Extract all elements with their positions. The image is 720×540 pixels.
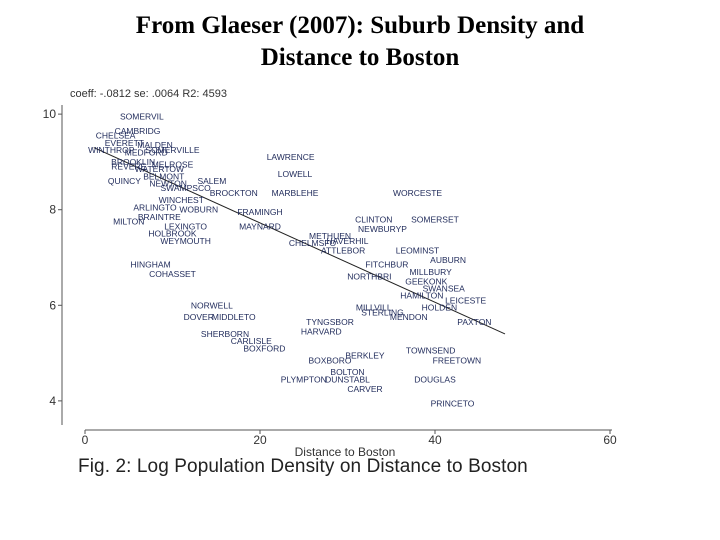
- data-point-label: MILTON: [113, 217, 144, 227]
- slide-title-line-2: Distance to Boston: [260, 44, 460, 71]
- figure-caption: Fig. 2: Log Population Density on Distan…: [78, 456, 528, 477]
- data-point-label: HARVARD: [301, 327, 342, 337]
- data-point-label: TOWNSEND: [406, 346, 455, 356]
- data-point-label: PAXTON: [457, 317, 491, 327]
- axes: 4 6 8 10 0 20 40 60: [43, 105, 617, 447]
- data-point-label: ATTLEBOR: [321, 245, 365, 255]
- data-point-label: MEDFORD: [125, 147, 168, 157]
- data-point-label: ARLINGTO: [133, 202, 177, 212]
- data-point-label: WOBURN: [179, 205, 218, 215]
- data-point-label: MIDDLETO: [212, 312, 256, 322]
- fit-line: [93, 147, 506, 335]
- data-point-label: TYNGSBOR: [306, 317, 354, 327]
- data-point-label: MELROSE: [152, 159, 194, 169]
- data-point-label: CHELSEA: [96, 131, 136, 141]
- data-point-label: PRINCETO: [431, 398, 475, 408]
- data-point-label: CAMBRIDG: [115, 126, 161, 136]
- data-point-label: HOLBROOK: [148, 229, 197, 239]
- x-tick-label: 20: [253, 433, 267, 447]
- slide-title-line-1: From Glaeser (2007): Suburb Density and: [135, 12, 585, 39]
- data-point-label: WORCESTE: [393, 188, 442, 198]
- data-point-label: FITCHBUR: [365, 260, 408, 270]
- data-point-label: BELMONT: [143, 171, 184, 181]
- data-point-label: STERLING: [361, 307, 404, 317]
- data-point-label: LAWRENCE: [267, 152, 315, 162]
- data-point-label: SOMERVILLE: [145, 145, 200, 155]
- data-point-label: LEICESTE: [445, 296, 486, 306]
- x-tick-label: 40: [428, 433, 442, 447]
- data-point-label: MARBLEHE: [272, 188, 319, 198]
- data-point-label: CARLISLE: [231, 336, 272, 346]
- data-point-label: BOXBORO: [309, 355, 352, 365]
- data-point-label: MILLBURY: [409, 267, 452, 277]
- data-point-label: BOLTON: [330, 367, 364, 377]
- data-point-label: SOMERSET: [411, 214, 459, 224]
- data-point-label: WINCHEST: [159, 195, 204, 205]
- data-point-label: NEWBURYP: [358, 224, 407, 234]
- data-point-label: BERKLEY: [345, 350, 385, 360]
- data-point-label: COHASSET: [149, 269, 196, 279]
- data-point-label: WATERTOW: [135, 164, 184, 174]
- data-point-label: METHUEN: [309, 231, 351, 241]
- y-tick-label: 10: [43, 107, 57, 121]
- y-tick-label: 6: [49, 298, 56, 312]
- x-tick-label: 60: [603, 433, 617, 447]
- data-point-label: MAYNARD: [239, 221, 281, 231]
- data-point-label: CHELMSFO: [289, 238, 337, 248]
- data-point-label: QUINCY: [108, 176, 141, 186]
- data-point-label: DOUGLAS: [414, 374, 456, 384]
- y-tick-label: 4: [49, 394, 56, 408]
- x-tick-label: 0: [82, 433, 89, 447]
- data-point-label: HOLDEN: [422, 303, 457, 313]
- data-point-label: NEWTON: [149, 178, 187, 188]
- data-point-label: BROCKTON: [210, 188, 258, 198]
- y-tick-label: 8: [49, 203, 56, 217]
- data-point-label: NORWELL: [191, 300, 233, 310]
- data-point-label: WEYMOUTH: [160, 236, 211, 246]
- data-point-label: REVERE: [111, 162, 146, 172]
- data-point-label: SWAMPSCO: [161, 183, 212, 193]
- data-point-label: BOXFORD: [243, 343, 285, 353]
- x-axis-label: Distance to Boston: [295, 445, 396, 459]
- slide-title: From Glaeser (2007): Suburb Density and …: [20, 10, 700, 74]
- data-point-label: LEXINGTO: [164, 221, 207, 231]
- data-point-label: GEEKONK: [405, 276, 447, 286]
- data-point-label: HINGHAM: [131, 260, 171, 270]
- data-point-label: CARVER: [347, 384, 382, 394]
- data-point-label: EVERETT: [105, 138, 144, 148]
- data-point-label: PLYMPTON: [281, 374, 327, 384]
- data-point-label: SWANSEA: [423, 284, 466, 294]
- data-point-label: LOWELL: [278, 169, 313, 179]
- data-point-label: BROOKLIN: [111, 157, 155, 167]
- data-point-label: WINTHROP: [88, 145, 135, 155]
- data-point-label: HAMILTON: [400, 291, 443, 301]
- data-point-label: MENDON: [390, 312, 428, 322]
- data-point-label: SHERBORN: [201, 329, 249, 339]
- data-point-label: FREETOWN: [433, 355, 481, 365]
- fit-line-group: [93, 147, 506, 335]
- data-point-label: SALEM: [197, 176, 226, 186]
- regression-stats: coeff: -.0812 se: .0064 R2: 4593: [70, 88, 227, 100]
- point-labels: SOMERVIL CAMBRIDGCHELSEAEVERETTMALDENWINT…: [88, 112, 491, 409]
- data-point-label: NORTHBRI: [347, 272, 391, 282]
- data-point-label: AUBURN: [430, 255, 466, 265]
- data-point-label: CLINTON: [355, 214, 392, 224]
- data-point-label: SOMERVIL: [120, 112, 164, 122]
- data-point-label: LEOMINST: [396, 245, 439, 255]
- data-point-label: MILLVILL: [356, 303, 392, 313]
- data-point-label: HAVERHIL: [327, 236, 369, 246]
- data-point-label: DOVER: [184, 312, 214, 322]
- data-point-label: FRAMINGH: [237, 207, 282, 217]
- data-point-label: BRAINTRE: [138, 212, 181, 222]
- data-point-label: DUNSTABL: [325, 374, 370, 384]
- data-point-label: MALDEN: [137, 140, 172, 150]
